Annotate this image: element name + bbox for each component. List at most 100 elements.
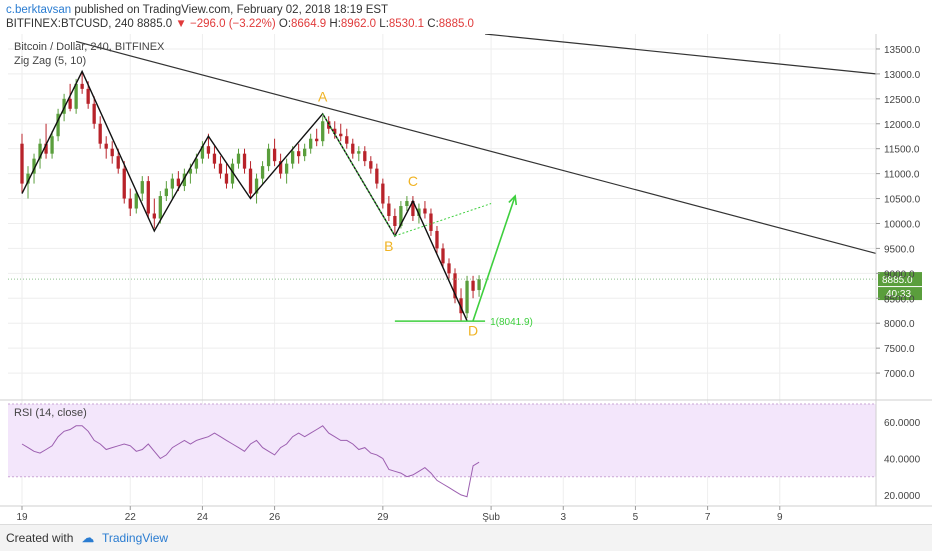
candle <box>447 258 451 279</box>
candle <box>423 201 427 219</box>
candle <box>236 148 241 169</box>
price-tick-label: 12000.0 <box>884 120 921 131</box>
candle-body <box>128 198 132 209</box>
candle <box>339 123 343 142</box>
candle-body <box>357 151 361 154</box>
candle <box>38 138 42 169</box>
candle-body <box>224 173 229 184</box>
footer-bar: Created with ☁ TradingView <box>0 524 932 551</box>
high-label: H: <box>329 18 341 30</box>
price-tick-label: 9000.0 <box>884 269 915 280</box>
candle <box>140 176 144 202</box>
candle <box>134 191 138 214</box>
candle-body <box>417 208 421 216</box>
candle-body <box>44 143 48 154</box>
candle-body <box>303 148 307 157</box>
candle <box>345 128 349 149</box>
candle-body <box>194 158 199 169</box>
candle-body <box>290 151 295 164</box>
projection-arrow-line <box>472 195 516 321</box>
candle <box>218 156 223 179</box>
candle-body <box>104 143 108 149</box>
candle-body <box>236 153 241 164</box>
candle-body <box>218 163 223 174</box>
change-value: −296.0 (−3.22%) <box>190 18 276 30</box>
symbol-label: BITFINEX:BTCUSD, 240 <box>6 18 134 30</box>
candle-body <box>74 83 78 109</box>
candle <box>182 168 187 192</box>
candle <box>128 188 132 216</box>
candle-body <box>56 113 60 137</box>
rsi-tick-label: 20.0000 <box>884 491 921 502</box>
candle-body <box>158 196 162 219</box>
rsi-label: RSI (14, close) <box>14 407 87 419</box>
candle-body <box>110 148 114 157</box>
price-tick-label: 7000.0 <box>884 369 915 380</box>
candle <box>459 288 463 321</box>
low-label: L: <box>379 18 389 30</box>
candle-body <box>38 143 42 159</box>
candle-body <box>80 83 84 89</box>
time-tick-label: 29 <box>377 512 389 523</box>
candle <box>351 138 355 159</box>
last-price-badge <box>878 272 922 287</box>
candle-body <box>477 279 481 291</box>
candle-body <box>68 98 72 109</box>
chart-title: Bitcoin / Dollar, 240, BITFINEX <box>14 41 165 53</box>
candle <box>315 128 319 147</box>
rsi-band <box>8 404 876 477</box>
candle-body <box>200 146 205 159</box>
candle-body <box>50 136 54 154</box>
candle <box>296 143 301 164</box>
candle-body <box>230 163 235 184</box>
candle-body <box>260 166 265 179</box>
candle-body <box>278 161 283 174</box>
candle <box>170 173 175 199</box>
candle <box>104 136 108 159</box>
candle <box>278 153 283 179</box>
candle-body <box>369 161 373 169</box>
candle-body <box>309 138 313 149</box>
candle <box>260 161 265 184</box>
candle-body <box>98 123 102 144</box>
candle <box>453 268 457 304</box>
candle-body <box>20 143 24 184</box>
candle-body <box>387 203 391 216</box>
rsi-tick-label: 40.0000 <box>884 455 921 466</box>
candle-body <box>471 280 475 291</box>
price-tick-label: 11000.0 <box>884 170 920 181</box>
trendlines[interactable] <box>75 34 877 254</box>
time-tick-label: 22 <box>125 512 137 523</box>
candle <box>152 198 156 229</box>
candle-body <box>441 248 445 264</box>
open-value: 8664.9 <box>291 18 327 30</box>
candle-body <box>212 153 217 164</box>
tradingview-logo[interactable]: ☁ TradingView <box>82 531 168 545</box>
price-tick-label: 8500.0 <box>884 294 915 305</box>
candle-body <box>176 178 181 187</box>
close-value: 8885.0 <box>438 18 474 30</box>
candle <box>303 143 307 162</box>
candle <box>387 196 391 221</box>
candle-body <box>296 151 301 157</box>
target-level-label: 1(8041.9) <box>490 317 533 328</box>
candle <box>441 243 445 269</box>
publish-line: c.berktavsan published on TradingView.co… <box>6 4 388 16</box>
time-tick-label: 19 <box>16 512 28 523</box>
candle <box>309 133 313 154</box>
candle <box>80 71 84 94</box>
chart-header: c.berktavsan published on TradingView.co… <box>0 0 932 34</box>
candle-body <box>26 173 30 184</box>
low-value: 8530.1 <box>388 18 425 30</box>
candle <box>333 121 337 139</box>
candle <box>230 158 235 189</box>
trendline[interactable] <box>485 34 877 75</box>
candle-body <box>429 213 433 231</box>
author-link[interactable]: c.berktavsan <box>6 4 72 16</box>
candle <box>20 133 24 194</box>
trendline[interactable] <box>75 40 877 254</box>
last-price: 8885.0 <box>137 18 173 30</box>
candle-body <box>272 148 277 162</box>
price-tick-label: 12500.0 <box>884 95 921 106</box>
